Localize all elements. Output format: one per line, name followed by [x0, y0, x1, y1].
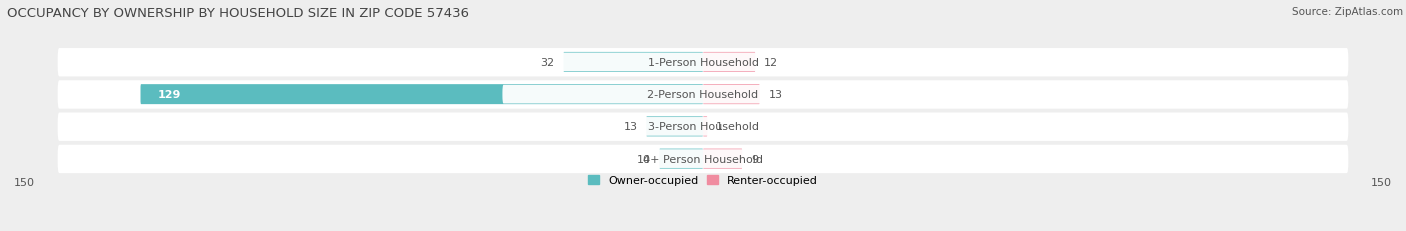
- FancyBboxPatch shape: [502, 150, 904, 168]
- FancyBboxPatch shape: [703, 149, 742, 169]
- FancyBboxPatch shape: [703, 117, 707, 137]
- Text: 32: 32: [541, 58, 555, 68]
- FancyBboxPatch shape: [58, 49, 1348, 77]
- Text: 2-Person Household: 2-Person Household: [647, 90, 759, 100]
- FancyBboxPatch shape: [564, 53, 703, 73]
- FancyBboxPatch shape: [141, 85, 703, 105]
- FancyBboxPatch shape: [647, 117, 703, 137]
- Text: Source: ZipAtlas.com: Source: ZipAtlas.com: [1292, 7, 1403, 17]
- Text: 13: 13: [769, 90, 782, 100]
- Text: 12: 12: [763, 58, 778, 68]
- Text: 10: 10: [637, 154, 651, 164]
- FancyBboxPatch shape: [703, 53, 755, 73]
- Text: 150: 150: [1371, 177, 1392, 187]
- FancyBboxPatch shape: [58, 145, 1348, 173]
- Text: 3-Person Household: 3-Person Household: [648, 122, 758, 132]
- FancyBboxPatch shape: [58, 113, 1348, 141]
- FancyBboxPatch shape: [659, 149, 703, 169]
- FancyBboxPatch shape: [502, 85, 904, 104]
- Text: 4+ Person Household: 4+ Person Household: [643, 154, 763, 164]
- Text: 129: 129: [157, 90, 181, 100]
- Text: 1-Person Household: 1-Person Household: [648, 58, 758, 68]
- FancyBboxPatch shape: [703, 85, 759, 105]
- Legend: Owner-occupied, Renter-occupied: Owner-occupied, Renter-occupied: [588, 175, 818, 185]
- Text: 9: 9: [751, 154, 758, 164]
- FancyBboxPatch shape: [502, 118, 904, 136]
- FancyBboxPatch shape: [58, 81, 1348, 109]
- Text: 13: 13: [624, 122, 637, 132]
- Text: OCCUPANCY BY OWNERSHIP BY HOUSEHOLD SIZE IN ZIP CODE 57436: OCCUPANCY BY OWNERSHIP BY HOUSEHOLD SIZE…: [7, 7, 470, 20]
- FancyBboxPatch shape: [502, 53, 904, 72]
- Text: 150: 150: [14, 177, 35, 187]
- Text: 1: 1: [716, 122, 723, 132]
